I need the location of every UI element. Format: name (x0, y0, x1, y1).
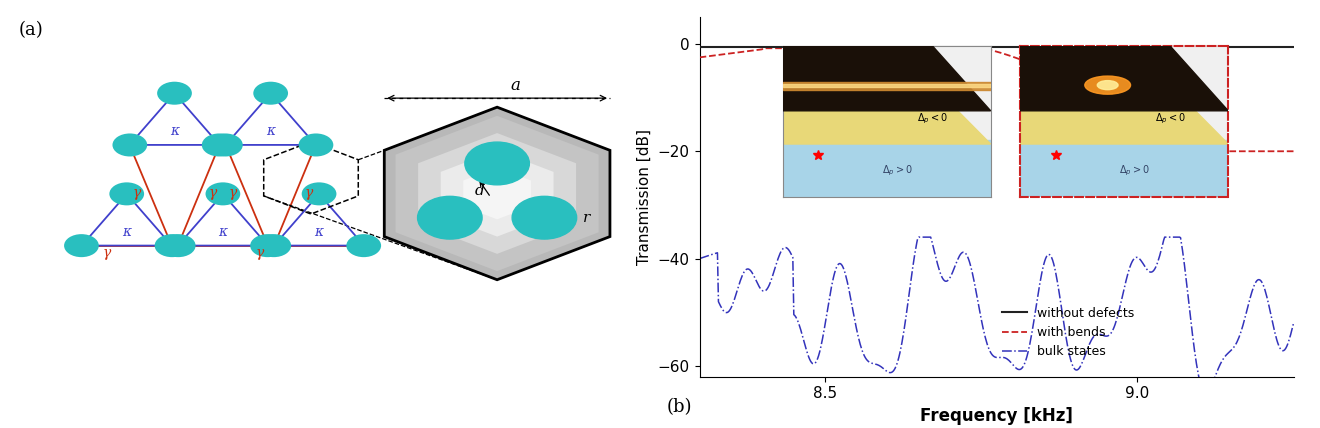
without defects (845, 44, 861, 49)
Polygon shape (384, 107, 610, 280)
Circle shape (110, 182, 144, 205)
Text: d: d (475, 184, 484, 199)
without defects (1286, 44, 1302, 49)
Text: κ: κ (314, 225, 323, 239)
Circle shape (209, 134, 243, 157)
Circle shape (298, 134, 334, 157)
Circle shape (161, 234, 195, 257)
Circle shape (112, 134, 148, 157)
Circle shape (202, 134, 236, 157)
Text: γ: γ (228, 186, 238, 200)
with bends (1286, 149, 1302, 154)
Text: γ: γ (133, 186, 141, 200)
Circle shape (465, 142, 529, 185)
Text: κ: κ (123, 225, 131, 239)
Circle shape (346, 234, 381, 257)
bulk states (1192, 380, 1208, 385)
Text: κ: κ (218, 225, 227, 239)
bulk states (1286, 321, 1302, 326)
with bends (1043, 69, 1059, 74)
with bends (1140, 119, 1156, 124)
Text: (a): (a) (18, 21, 44, 39)
Y-axis label: Transmission [dB]: Transmission [dB] (638, 129, 652, 265)
Text: γ: γ (209, 186, 216, 200)
bulk states (911, 235, 927, 240)
without defects (692, 44, 708, 49)
with bends (797, 46, 813, 51)
bulk states (1140, 268, 1156, 273)
with bends (1191, 149, 1206, 154)
Polygon shape (396, 116, 599, 271)
with bends (692, 55, 708, 60)
Text: γ: γ (103, 246, 111, 260)
Text: γ: γ (256, 246, 264, 260)
Text: a: a (511, 77, 520, 94)
Text: γ: γ (305, 186, 313, 200)
Circle shape (253, 82, 288, 105)
without defects (1089, 44, 1105, 49)
bulk states (961, 259, 977, 264)
Legend: without defects, with bends, bulk states: without defects, with bends, bulk states (997, 302, 1139, 363)
with bends (1089, 92, 1105, 97)
without defects (1041, 44, 1057, 49)
bulk states (797, 342, 813, 347)
Line: bulk states: bulk states (700, 237, 1294, 382)
bulk states (1089, 332, 1105, 337)
bulk states (692, 256, 708, 261)
Polygon shape (441, 150, 553, 237)
Circle shape (206, 182, 240, 205)
Text: κ: κ (267, 124, 276, 138)
Text: (b): (b) (667, 398, 692, 416)
Text: κ: κ (170, 124, 180, 138)
without defects (961, 44, 977, 49)
Circle shape (65, 234, 99, 257)
Polygon shape (418, 133, 576, 254)
bulk states (1043, 253, 1059, 259)
Circle shape (256, 234, 292, 257)
Text: r: r (583, 211, 590, 225)
with bends (961, 46, 977, 51)
Circle shape (154, 234, 189, 257)
without defects (797, 44, 813, 49)
Polygon shape (463, 168, 531, 219)
without defects (1139, 44, 1155, 49)
with bends (755, 46, 771, 51)
with bends (845, 46, 861, 51)
Circle shape (157, 82, 191, 105)
Line: with bends: with bends (700, 48, 1294, 151)
X-axis label: Frequency [kHz]: Frequency [kHz] (920, 407, 1073, 425)
Circle shape (417, 196, 482, 239)
bulk states (845, 305, 861, 310)
Circle shape (302, 182, 337, 205)
Circle shape (512, 196, 577, 239)
Circle shape (251, 234, 285, 257)
